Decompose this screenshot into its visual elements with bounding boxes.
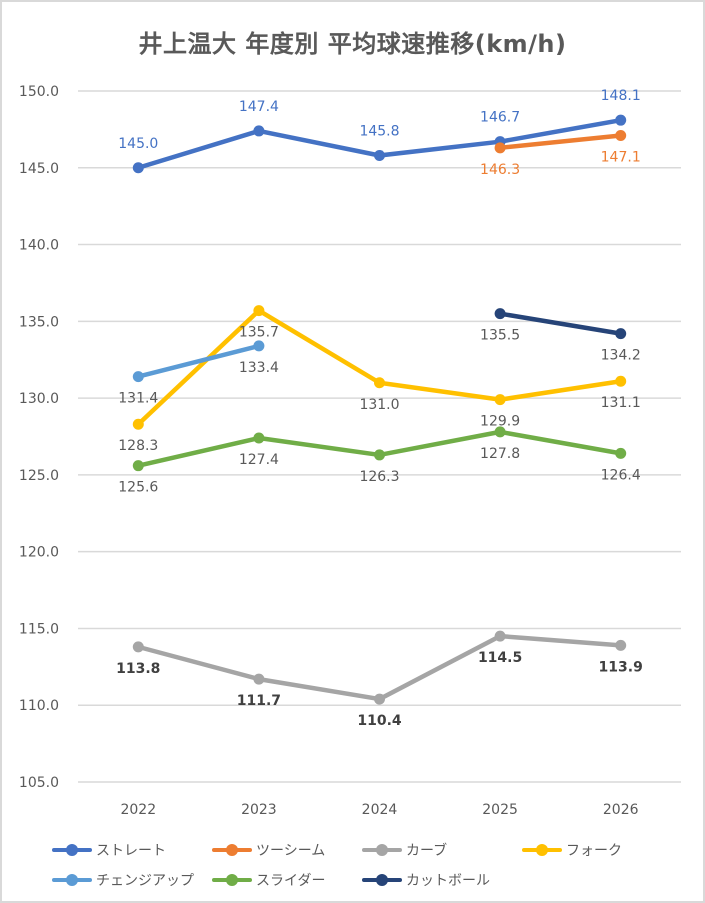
legend-item: スライダー: [212, 870, 325, 890]
legend-item: カットボール: [362, 870, 490, 890]
data-point: [615, 114, 627, 126]
data-label: 133.4: [239, 360, 279, 376]
series-line: [136, 633, 623, 702]
data-point: [615, 447, 627, 459]
legend-label: チェンジアップ: [96, 873, 194, 889]
data-point: [132, 418, 144, 430]
series-line: [497, 311, 623, 336]
legend-marker-icon: [212, 843, 252, 857]
data-label: 111.7: [237, 693, 281, 709]
y-tick-label: 110.0: [19, 698, 59, 714]
legend-marker-icon: [212, 873, 252, 887]
data-point: [374, 377, 385, 389]
data-label: 131.0: [359, 397, 399, 413]
y-tick-label: 135.0: [19, 314, 59, 330]
data-label: 134.2: [601, 348, 641, 364]
y-tick-label: 120.0: [19, 545, 59, 561]
x-axis-ticks: 2022 2023 2024 2025 2026: [120, 802, 638, 818]
data-point: [132, 162, 144, 174]
x-tick-label: 2024: [362, 802, 398, 818]
data-label: 129.9: [480, 414, 520, 430]
y-tick-label: 125.0: [19, 468, 59, 484]
legend-item: ツーシーム: [212, 840, 325, 860]
legend-item: フォーク: [522, 840, 622, 860]
legend-label: スライダー: [256, 873, 326, 889]
data-point: [615, 328, 627, 340]
data-point: [253, 340, 265, 352]
x-tick-label: 2025: [482, 802, 518, 818]
data-point: [253, 125, 265, 137]
data-point: [132, 460, 144, 472]
data-label: 127.4: [239, 452, 279, 468]
data-point: [253, 673, 265, 685]
legend-marker-icon: [52, 873, 92, 887]
data-point: [615, 130, 627, 142]
legend-item: ストレート: [52, 840, 166, 860]
legend-marker-icon: [362, 843, 402, 857]
series-line: [136, 429, 623, 468]
data-label: 125.6: [118, 480, 158, 496]
data-point: [374, 149, 385, 161]
data-label: 135.5: [480, 328, 520, 344]
data-label: 113.8: [116, 661, 160, 677]
data-point: [374, 693, 385, 705]
legend-marker-icon: [52, 843, 92, 857]
data-label: 126.4: [601, 467, 641, 483]
series-line: [136, 343, 262, 379]
data-point: [494, 426, 506, 438]
data-point: [494, 142, 506, 154]
data-label: 114.5: [478, 650, 522, 666]
data-label: 131.4: [118, 391, 158, 407]
data-point: [132, 371, 144, 383]
series-line: [497, 133, 623, 151]
data-label: 110.4: [357, 713, 402, 729]
legend-item: チェンジアップ: [52, 870, 194, 890]
legend-label: カットボール: [406, 873, 490, 889]
y-tick-label: 130.0: [19, 391, 59, 407]
series-lines: [132, 114, 627, 705]
data-label: 145.0: [118, 136, 158, 152]
x-tick-label: 2022: [120, 802, 156, 818]
data-point: [494, 308, 506, 320]
y-tick-label: 145.0: [19, 161, 59, 177]
legend-label: ツーシーム: [256, 843, 326, 859]
y-axis-ticks: 150.0 145.0 140.0 135.0 130.0 125.0 120.0 115.0…: [19, 84, 59, 791]
data-label: 131.1: [601, 395, 641, 411]
data-point: [615, 375, 627, 387]
data-point: [253, 432, 265, 444]
gridlines: [78, 90, 681, 783]
data-point: [253, 305, 265, 317]
legend-marker-icon: [522, 843, 562, 857]
x-tick-label: 2023: [241, 802, 277, 818]
legend-marker-icon: [362, 873, 402, 887]
data-label: 148.1: [601, 88, 641, 104]
data-label: 128.3: [118, 438, 158, 454]
data-point: [494, 630, 506, 642]
data-point: [494, 394, 506, 406]
data-label: 135.7: [239, 325, 279, 341]
data-label: 147.1: [601, 150, 641, 166]
data-label: 146.3: [480, 162, 520, 178]
y-tick-label: 140.0: [19, 238, 59, 254]
legend-item: カーブ: [362, 840, 447, 860]
data-label: 127.8: [480, 446, 520, 462]
data-label: 145.8: [359, 123, 399, 139]
data-labels: 145.0 147.4 145.8 146.7 148.1 146.3 147.1 113.8…: [116, 88, 643, 729]
data-point: [615, 639, 627, 651]
data-point: [374, 449, 385, 461]
y-tick-label: 105.0: [19, 775, 59, 791]
y-tick-label: 150.0: [19, 84, 59, 100]
legend-label: フォーク: [566, 843, 622, 859]
data-label: 126.3: [359, 469, 399, 485]
x-tick-label: 2026: [603, 802, 639, 818]
data-label: 146.7: [480, 110, 520, 126]
legend-label: カーブ: [406, 843, 448, 859]
legend-label: ストレート: [96, 843, 166, 859]
data-point: [132, 641, 144, 653]
chart-title: 井上温大 年度別 平均球速推移(km/h): [138, 30, 567, 58]
data-label: 147.4: [239, 99, 279, 115]
data-label: 113.9: [599, 659, 643, 675]
y-tick-label: 115.0: [19, 621, 59, 637]
